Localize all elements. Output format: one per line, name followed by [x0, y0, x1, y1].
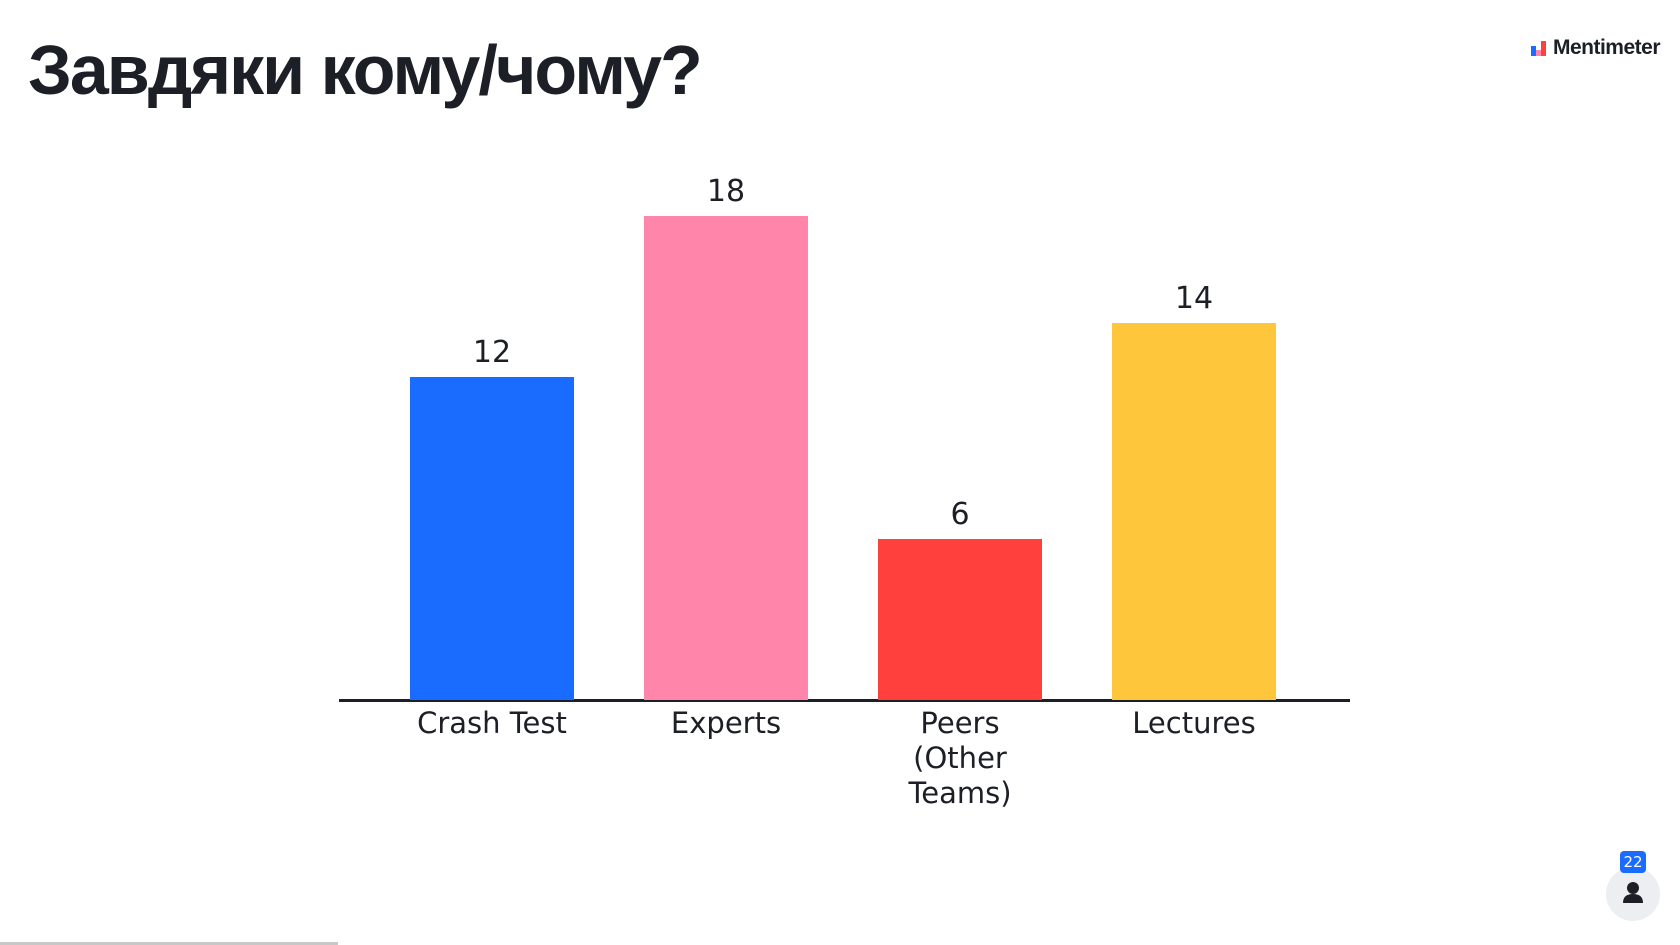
participant-count: 22 [1620, 851, 1646, 873]
value-label: 14 [1174, 281, 1214, 317]
bar [878, 538, 1042, 700]
x-tick-label: Peers (Other Teams) [908, 706, 1012, 810]
progress-bar [0, 942, 338, 945]
brand-logo [1530, 40, 1547, 56]
value-label: 6 [950, 496, 970, 532]
x-tick-label: Crash Test [417, 706, 567, 740]
x-tick-label: Experts [670, 706, 782, 740]
bar [644, 215, 808, 700]
person-icon [1623, 882, 1643, 903]
x-tick-label: Lectures [1132, 706, 1256, 740]
value-label: 12 [472, 335, 512, 371]
baseline [339, 699, 1350, 702]
bar [410, 377, 574, 700]
chart-title: Завдяки кому/чому? [28, 31, 703, 109]
brand-name: Mentimeter [1552, 36, 1661, 59]
value-label: 18 [706, 173, 746, 209]
bar [1112, 323, 1276, 700]
brand: Mentimeter [1530, 36, 1661, 60]
participants-button[interactable] [1606, 867, 1660, 921]
